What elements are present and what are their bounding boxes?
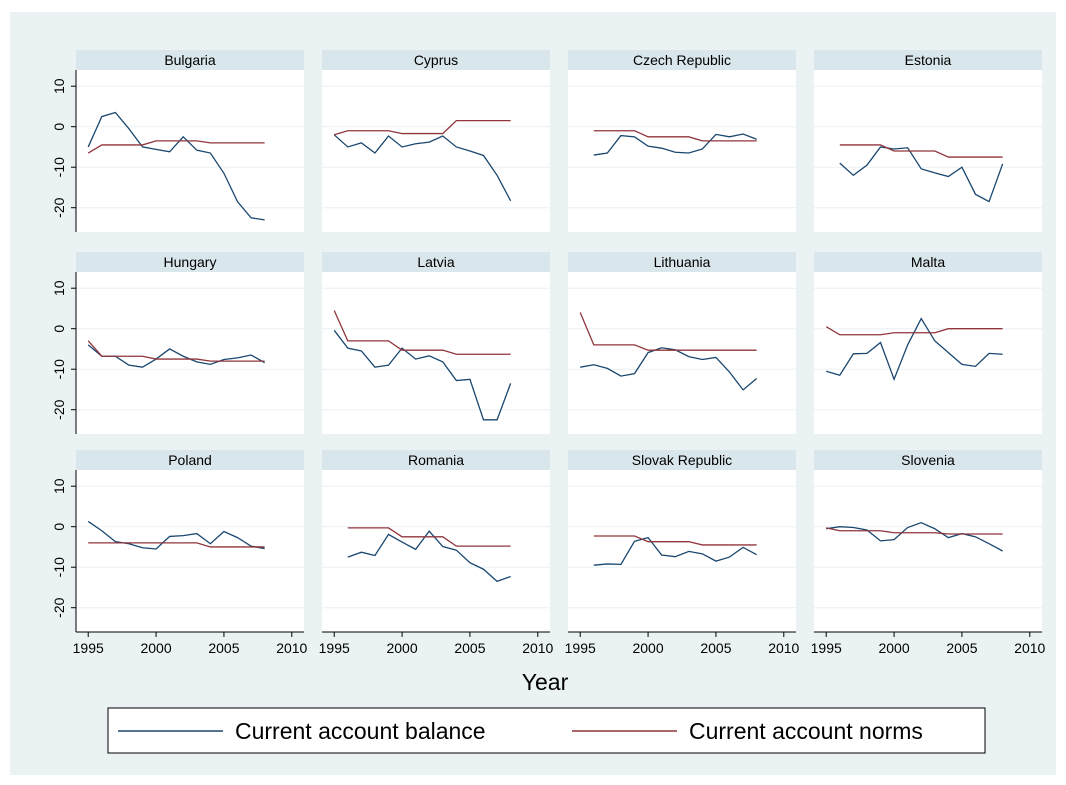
x-tick-label: 2000 xyxy=(878,640,909,656)
panel-title: Bulgaria xyxy=(164,52,216,68)
series-line xyxy=(593,130,757,142)
series-line xyxy=(333,329,512,421)
panel-header xyxy=(76,450,304,470)
series-line xyxy=(347,530,511,583)
y-tick-label: -20 xyxy=(51,399,67,419)
series-line xyxy=(825,326,1003,336)
series-line xyxy=(347,527,511,547)
series-line xyxy=(333,134,512,202)
y-tick-label: 10 xyxy=(51,78,67,94)
y-tick-label: -20 xyxy=(51,597,67,617)
legend-label: Current account norms xyxy=(689,718,923,744)
panel-header xyxy=(76,50,304,70)
panel-header xyxy=(814,450,1042,470)
panel-header xyxy=(322,450,550,470)
panel-header xyxy=(568,252,796,272)
x-tick-label: 2010 xyxy=(1014,640,1045,656)
series-line xyxy=(826,521,1003,552)
x-tick-label: 2000 xyxy=(140,640,171,656)
panel-header xyxy=(814,50,1042,70)
plot-area xyxy=(814,470,1042,632)
panel-title: Romania xyxy=(408,452,464,468)
panel-header xyxy=(814,252,1042,272)
x-tick-label: 2010 xyxy=(276,640,307,656)
panel-title: Malta xyxy=(911,254,945,270)
series-line xyxy=(88,542,265,548)
series-line xyxy=(333,310,511,355)
x-axis-label: Year xyxy=(522,669,569,695)
series-line xyxy=(87,344,265,368)
legend xyxy=(107,707,986,754)
panel-header xyxy=(322,50,550,70)
y-tick-label: 0 xyxy=(51,123,67,131)
series-line xyxy=(839,146,1004,203)
series-line xyxy=(826,317,1003,382)
series-line xyxy=(826,527,1003,535)
series-line xyxy=(593,536,757,566)
y-tick-label: -20 xyxy=(51,197,67,217)
panel-header xyxy=(568,450,796,470)
series-line xyxy=(334,119,511,136)
plot-area xyxy=(568,70,796,232)
panel-title: Hungary xyxy=(164,254,217,270)
y-tick-label: -10 xyxy=(51,359,67,379)
series-line xyxy=(593,133,757,156)
legend-label: Current account balance xyxy=(235,718,486,744)
x-tick-label: 2005 xyxy=(208,640,239,656)
panel-header xyxy=(568,50,796,70)
x-tick-label: 2010 xyxy=(768,640,799,656)
panel-title: Latvia xyxy=(417,254,455,270)
series-line xyxy=(87,340,265,362)
plot-area xyxy=(322,272,550,434)
panel-title: Lithuania xyxy=(654,254,711,270)
panel-title: Estonia xyxy=(905,52,952,68)
x-tick-label: 2005 xyxy=(946,640,977,656)
x-tick-label: 2000 xyxy=(632,640,663,656)
panel-title: Poland xyxy=(168,452,212,468)
plot-area xyxy=(322,70,550,232)
series-line xyxy=(87,520,265,550)
y-tick-label: 10 xyxy=(51,478,67,494)
x-tick-label: 2005 xyxy=(454,640,485,656)
x-tick-label: 1995 xyxy=(565,640,596,656)
series-line xyxy=(579,312,757,351)
plot-area xyxy=(76,70,304,232)
y-tick-label: 0 xyxy=(51,325,67,333)
plot-area xyxy=(814,272,1042,434)
series-line xyxy=(87,140,265,154)
y-tick-label: -10 xyxy=(51,557,67,577)
panel-title: Czech Republic xyxy=(633,52,731,68)
plot-area xyxy=(322,470,550,632)
panel-header xyxy=(76,252,304,272)
panel-title: Slovenia xyxy=(901,452,955,468)
x-tick-label: 1995 xyxy=(73,640,104,656)
y-tick-label: 10 xyxy=(51,280,67,296)
x-tick-label: 2005 xyxy=(700,640,731,656)
x-tick-label: 1995 xyxy=(811,640,842,656)
x-tick-label: 2010 xyxy=(522,640,553,656)
plot-area xyxy=(76,470,304,632)
panel-title: Cyprus xyxy=(414,52,458,68)
x-tick-label: 2000 xyxy=(386,640,417,656)
series-line xyxy=(839,144,1003,158)
y-tick-label: 0 xyxy=(51,523,67,531)
y-tick-label: -10 xyxy=(51,157,67,177)
series-line xyxy=(580,347,758,391)
panel-title: Slovak Republic xyxy=(632,452,732,468)
series-line xyxy=(87,111,265,221)
plot-area xyxy=(568,470,796,632)
panel-header xyxy=(322,252,550,272)
series-line xyxy=(593,535,757,546)
x-tick-label: 1995 xyxy=(319,640,350,656)
plot-area xyxy=(76,272,304,434)
